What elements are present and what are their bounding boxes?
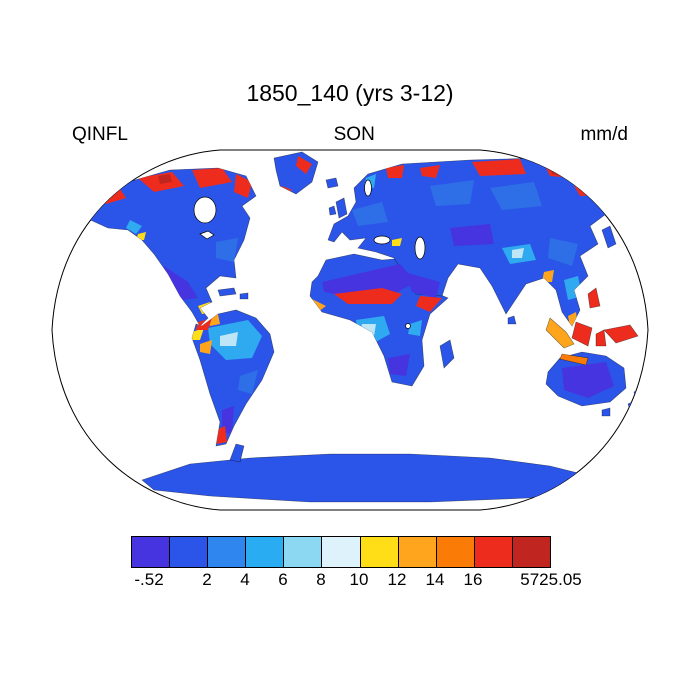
colorbar-tick-label: 2 [202,570,212,589]
colorbar-segment [170,537,209,567]
island-srilanka [507,315,517,325]
world-map [50,148,650,513]
antarctic-peninsula [229,443,245,463]
island-borneo [571,321,593,347]
colorbar-tick-label: 16 [463,570,483,589]
colorbar-tick-label: 6 [278,570,288,589]
colorbar-segment [246,537,285,567]
units-label: mm/d [580,124,628,145]
island-sumatra [545,317,575,349]
colorbar-tick-label: 10 [349,570,369,589]
colorbar-segment [208,537,247,567]
island-philippines [587,287,601,309]
colorbar-segment [284,537,323,567]
black-sea [373,235,391,245]
colorbar-segment [512,537,551,567]
colorbar-segment [398,537,437,567]
colorbar-segment [436,537,475,567]
island-sulawesi [595,329,607,347]
island-cuba [217,287,237,297]
colorbar-tick-label: 12 [387,570,407,589]
plot-title: 1850_140 (yrs 3-12) [246,80,454,106]
colorbar-segment [360,537,399,567]
season-label: SON [333,124,375,145]
colorbar-tick-label: 4 [240,570,250,589]
island-britain [335,197,348,219]
colorbar-segment [132,537,171,567]
colorbar-segment [474,537,513,567]
colorbar-tick-label: 14 [425,570,445,589]
island-tasmania [601,407,611,417]
lake-victoria [405,323,411,329]
colorbar-tick-label: -.52 [134,570,164,589]
hudson-bay [193,196,217,224]
island-japan [601,225,617,249]
island-iceland [325,177,339,189]
island-hispaniola [239,292,249,300]
variable-label: QINFL [72,124,128,145]
baltic-sea [364,179,372,197]
island-madagascar [439,339,455,369]
colorbar-segment [322,537,361,567]
interior-water [193,179,426,329]
colorbar-tick-label: 8 [316,570,326,589]
island-newguinea [603,324,639,344]
colorbar-ticks: -.52 2 4 6 8 10 12 14 16 5725.05 [131,570,581,592]
great-lakes [199,230,215,240]
caspian-sea [414,236,426,260]
colorbar-swatches [131,536,551,568]
colorbar-tick-label: 5725.05 [520,570,582,589]
island-ireland [328,205,337,216]
plot-subtitle-row: QINFL SON mm/d [72,124,628,146]
